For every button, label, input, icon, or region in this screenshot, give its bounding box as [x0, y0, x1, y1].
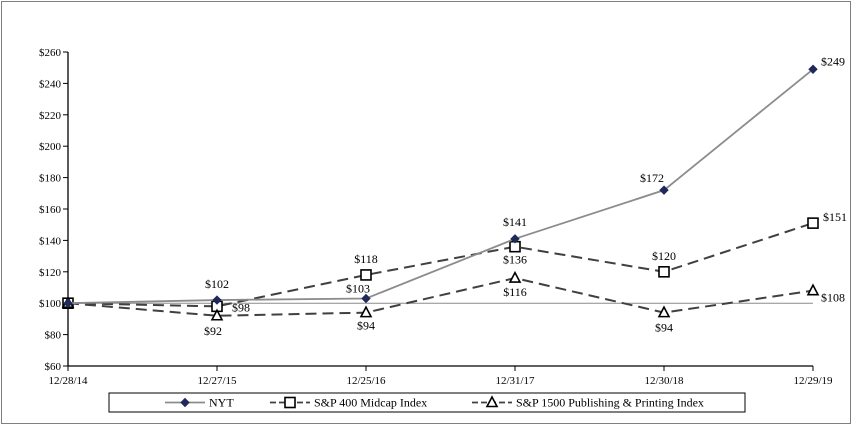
y-tick-label: $240 [39, 78, 62, 90]
data-label: $151 [823, 210, 847, 224]
x-tick-label: 12/27/15 [197, 375, 237, 387]
legend-box [108, 392, 746, 413]
nyt-point [659, 185, 669, 195]
y-tick-label: $220 [39, 110, 62, 122]
publishing-point [485, 395, 499, 408]
nyt-point [212, 295, 222, 305]
y-tick-label: $80 [45, 330, 62, 342]
y-tick-label: $160 [39, 204, 62, 216]
y-axis-ticks: $60 $80 $100 $120 $140 $160 $180 $200 $220 $240 $2… [39, 47, 68, 373]
y-tick-label: $180 [39, 173, 62, 185]
publishing-point [359, 305, 373, 318]
data-label: $118 [354, 252, 378, 266]
y-tick-label: $100 [39, 298, 62, 310]
data-label: $108 [821, 291, 845, 305]
x-tick-label: 12/25/16 [346, 375, 386, 387]
data-label: $141 [503, 215, 527, 229]
legend-label: S&P 1500 Publishing & Printing Index [516, 396, 704, 410]
legend-label: NYT [209, 396, 234, 410]
nyt-point [180, 397, 190, 408]
series-sp400-midcap-line [67, 222, 814, 308]
series-group [61, 64, 820, 321]
midcap-point [807, 217, 819, 229]
publishing-point [657, 305, 671, 318]
nyt-point [808, 64, 818, 74]
x-tick-label: 12/30/18 [644, 375, 684, 387]
publishing-point [508, 270, 522, 283]
data-label: $102 [205, 277, 229, 291]
midcap-point [658, 265, 670, 278]
y-tick-label: $200 [39, 141, 62, 153]
publishing-point [210, 308, 224, 321]
nyt-point [63, 298, 73, 308]
x-axis-ticks: 12/28/14 12/27/15 12/25/16 12/31/17 12/30/18… [48, 366, 833, 387]
y-tick-label: $60 [45, 361, 62, 373]
data-label: $94 [357, 319, 375, 333]
data-label: $94 [655, 321, 673, 335]
data-label: $98 [232, 300, 250, 314]
midcap-point [360, 269, 372, 281]
axes [67, 52, 813, 367]
series-sp400-midcap [62, 217, 819, 313]
nyt-point [361, 293, 371, 304]
data-labels: $102 $103 $141 $172 $249 $98 $118 $136 $120 $151 $… [204, 54, 847, 337]
y-tick-label: $140 [39, 235, 62, 247]
data-label: $172 [640, 171, 664, 185]
data-label: $92 [204, 324, 222, 338]
legend-item: NYT [165, 396, 234, 410]
data-label: $249 [821, 54, 845, 68]
series-sp1500-publishing-line [67, 277, 814, 317]
data-label: $120 [652, 249, 676, 263]
y-tick-label: $120 [39, 267, 62, 279]
legend-item: S&P 1500 Publishing & Printing Index [472, 395, 704, 410]
nyt-point [510, 234, 520, 244]
legend: NYT S&P 400 Midcap Index S&P 1500 Publishi… [108, 392, 746, 413]
x-tick-label: 12/28/14 [48, 375, 88, 387]
data-label: $116 [503, 285, 527, 299]
x-tick-label: 12/31/17 [495, 375, 535, 387]
midcap-point [284, 396, 296, 409]
series-sp1500-publishing [61, 270, 820, 321]
data-label: $136 [503, 253, 527, 267]
y-tick-label: $260 [39, 47, 62, 59]
legend-label: S&P 400 Midcap Index [314, 396, 427, 410]
x-tick-label: 12/29/19 [793, 375, 833, 387]
series-nyt-line [67, 68, 814, 305]
series-nyt [63, 64, 818, 308]
data-label: $103 [346, 281, 370, 295]
legend-item: S&P 400 Midcap Index [270, 396, 427, 410]
publishing-point [806, 283, 820, 296]
